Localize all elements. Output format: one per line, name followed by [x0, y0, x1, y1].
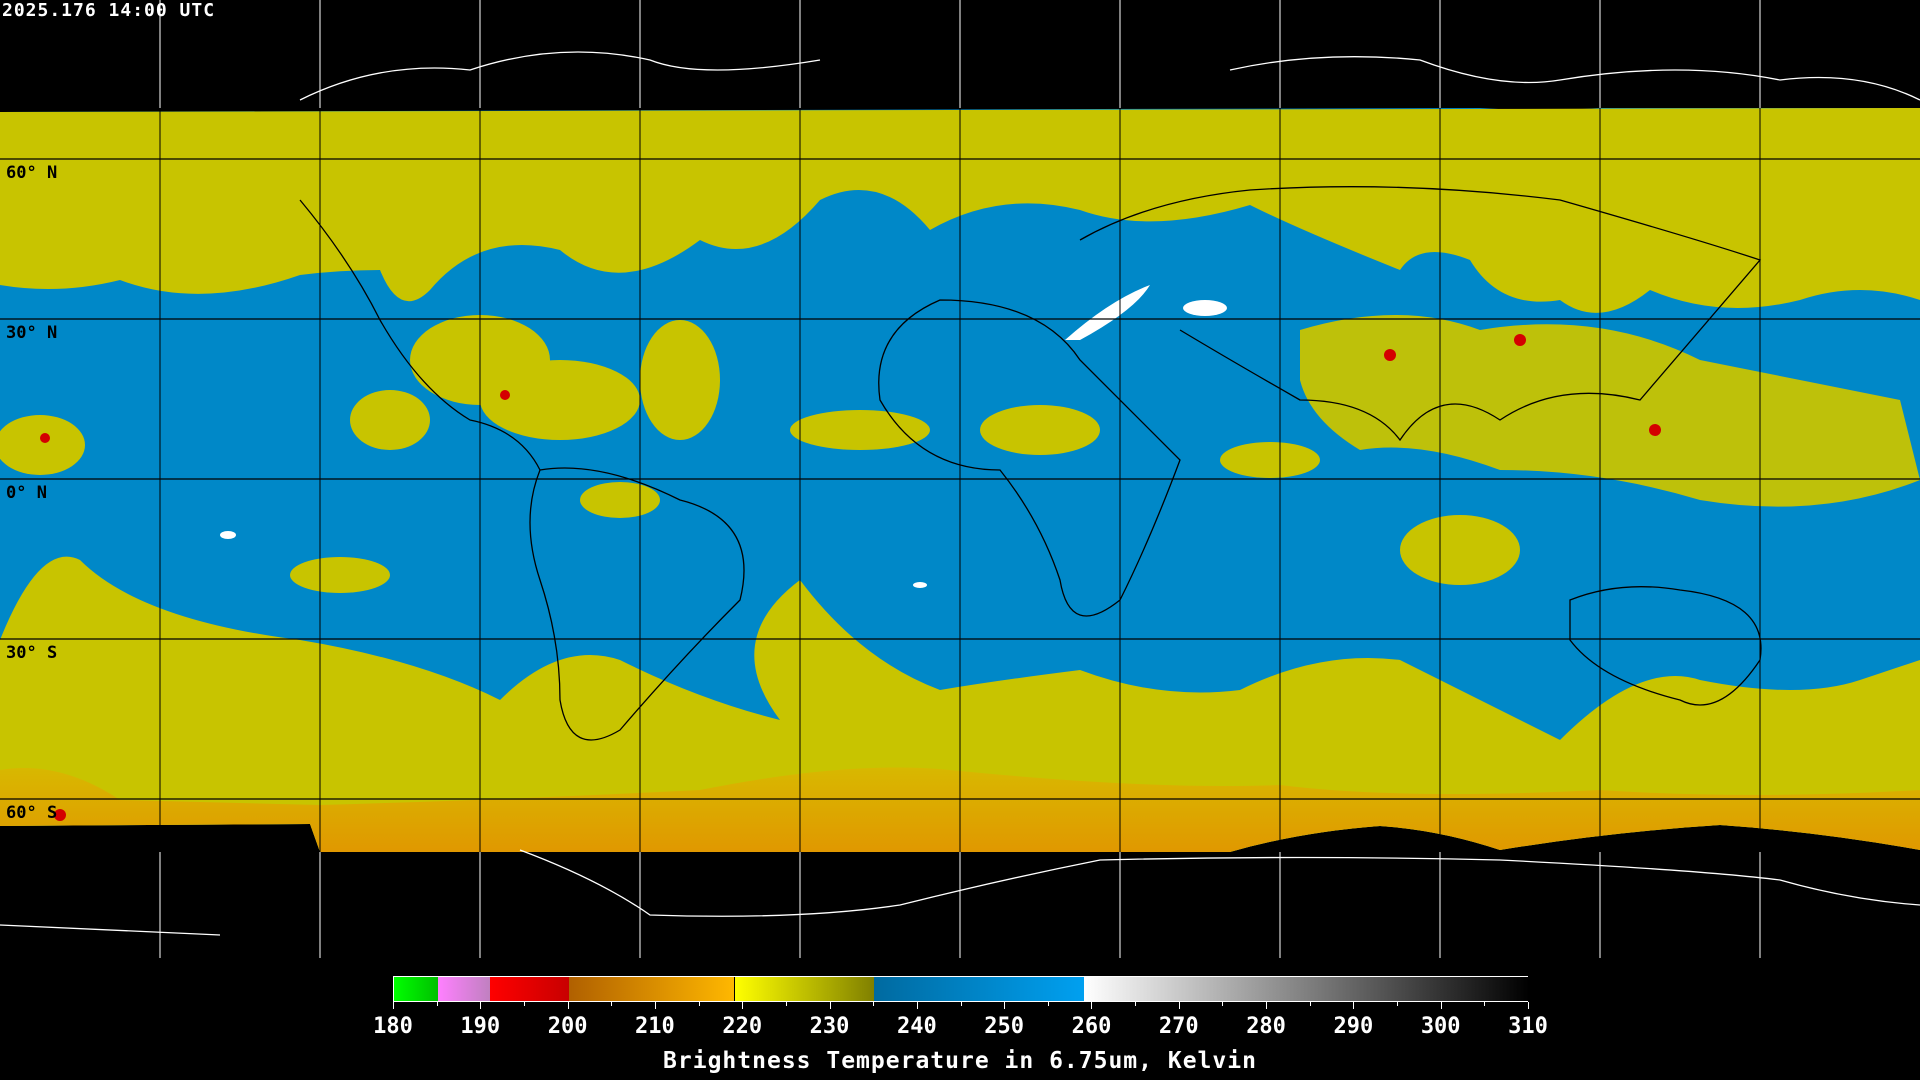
- colorbar-tick: [960, 1002, 962, 1006]
- colorbar-tick-label: 250: [984, 1014, 1025, 1039]
- imagery-asia-clouds: [1300, 315, 1920, 507]
- colorbar-tick: [480, 1002, 482, 1009]
- lat-label-0n: 0° N: [6, 483, 47, 503]
- colorbar-tick: [873, 1002, 875, 1006]
- colorbar-tick: [1091, 1002, 1093, 1009]
- colorbar-tick: [1353, 1002, 1355, 1009]
- colorbar-tick-label: 190: [460, 1014, 501, 1039]
- colorbar-tick: [611, 1002, 613, 1006]
- colorbar-tick-label: 310: [1508, 1014, 1548, 1039]
- lat-label-60s: 60° S: [6, 803, 58, 823]
- imagery-cold-tops: [40, 334, 1661, 821]
- colorbar-tick: [436, 1002, 438, 1006]
- colorbar-tick: [1440, 1002, 1442, 1009]
- colorbar-tick: [742, 1002, 744, 1009]
- colorbar-tick: [1047, 1002, 1049, 1006]
- colorbar-tick-label: 290: [1333, 1014, 1374, 1039]
- colorbar-tick: [1135, 1002, 1137, 1006]
- colorbar-tick-label: 200: [547, 1014, 588, 1039]
- colorbar-tick-label: 260: [1071, 1014, 1112, 1039]
- lat-label-30n: 30° N: [6, 323, 58, 343]
- colorbar-tick-label: 210: [635, 1014, 675, 1039]
- lat-label-60n: 60° N: [6, 163, 58, 183]
- colorbar-tick: [698, 1002, 700, 1006]
- colorbar: [393, 976, 1529, 1002]
- colorbar-tick: [1397, 1002, 1399, 1006]
- colorbar-tick: [1528, 1002, 1529, 1009]
- colorbar-segment: [490, 977, 569, 1001]
- colorbar-tick: [1222, 1002, 1224, 1006]
- colorbar-segment: [1083, 977, 1529, 1001]
- colorbar-segment: [394, 977, 438, 1001]
- colorbar-tick-label: 300: [1420, 1014, 1461, 1039]
- colorbar-tick-label: 180: [373, 1014, 413, 1039]
- colorbar-tick: [1004, 1002, 1006, 1009]
- colorbar-segment: [437, 977, 491, 1001]
- colorbar-tick: [523, 1002, 525, 1006]
- colorbar-segment: [568, 977, 735, 1001]
- coastlines: [0, 51, 1920, 936]
- colorbar-tick-label: 220: [722, 1014, 763, 1039]
- colorbar-tick: [1178, 1002, 1180, 1009]
- colorbar-tick-label: 240: [896, 1014, 937, 1039]
- colorbar-tick-label: 270: [1158, 1014, 1199, 1039]
- colorbar-tick: [393, 1002, 394, 1009]
- colorbar-tick: [916, 1002, 918, 1009]
- colorbar-segment: [734, 977, 875, 1001]
- colorbar-tick: [1266, 1002, 1268, 1009]
- lat-lon-gridlines: [159, 0, 1761, 958]
- colorbar-tick-label: 230: [809, 1014, 850, 1039]
- lat-label-30s: 30° S: [6, 643, 58, 663]
- colorbar-tick: [829, 1002, 831, 1009]
- colorbar-tick-label: 280: [1246, 1014, 1286, 1039]
- imagery-tropical-clouds: [0, 315, 1520, 593]
- timestamp: 2025.176 14:00 UTC: [2, 0, 216, 21]
- colorbar-tick: [654, 1002, 656, 1009]
- colorbar-tick: [1309, 1002, 1311, 1006]
- colorbar-tick: [1484, 1002, 1486, 1006]
- colorbar-segment: [874, 977, 1084, 1001]
- colorbar-tick: [785, 1002, 787, 1006]
- imagery-dry-patches: [220, 285, 1227, 588]
- satellite-map: [0, 0, 1920, 958]
- colorbar-title: Brightness Temperature in 6.75um, Kelvin: [663, 1048, 1257, 1074]
- colorbar-tick: [567, 1002, 569, 1009]
